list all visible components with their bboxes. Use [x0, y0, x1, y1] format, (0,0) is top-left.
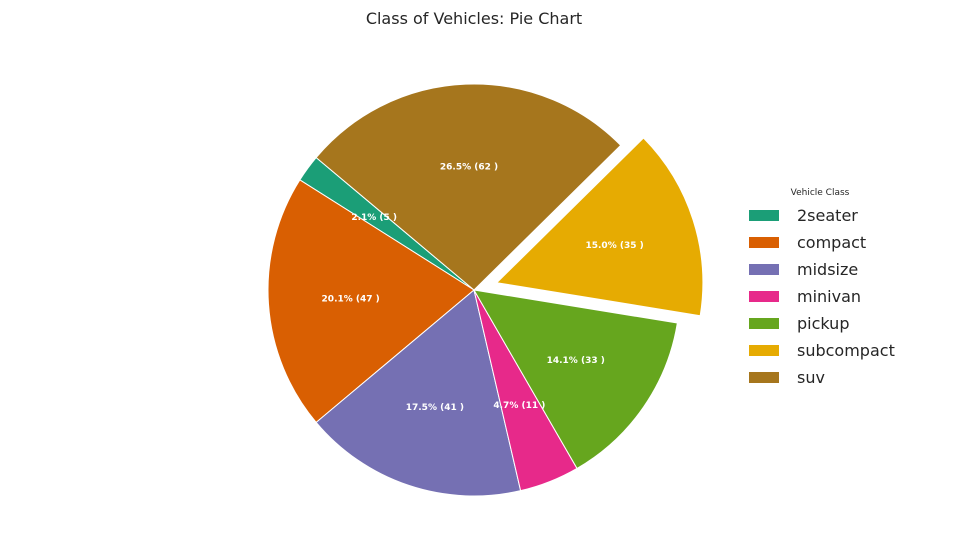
- legend-label: compact: [797, 233, 867, 252]
- slice-label-minivan: 4.7% (11 ): [493, 401, 545, 411]
- legend-item-subcompact: subcompact: [740, 337, 910, 364]
- legend-title: Vehicle Class: [790, 188, 850, 198]
- legend-label: pickup: [797, 314, 850, 333]
- legend-swatch: [749, 345, 779, 356]
- pie-slice-pickup: [473, 289, 678, 470]
- legend-label: suv: [797, 368, 825, 387]
- legend-swatch: [749, 264, 779, 275]
- legend-swatch: [749, 318, 779, 329]
- slice-label-suv: 26.5% (62 ): [440, 163, 498, 173]
- legend: Vehicle Class 2seater compact midsize miniv…: [740, 188, 910, 391]
- legend-label: 2seater: [797, 206, 858, 225]
- legend-item-2seater: 2seater: [740, 202, 910, 229]
- slice-label-subcompact: 15.0% (35 ): [585, 241, 643, 251]
- slice-label-midsize: 17.5% (41 ): [406, 403, 464, 413]
- legend-label: subcompact: [797, 341, 895, 360]
- pie-slice-compact: [267, 179, 475, 424]
- legend-swatch: [749, 291, 779, 302]
- pie-slice-suv: [315, 83, 622, 291]
- slice-label-pickup: 14.1% (33 ): [547, 356, 605, 366]
- legend-item-pickup: pickup: [740, 310, 910, 337]
- chart-title: Class of Vehicles: Pie Chart: [365, 9, 583, 28]
- pie-slice-subcompact: [495, 137, 704, 317]
- legend-swatch: [749, 210, 779, 221]
- legend-label: minivan: [797, 287, 862, 306]
- slice-label-compact: 20.1% (47 ): [322, 294, 380, 304]
- legend-item-midsize: midsize: [740, 256, 910, 283]
- legend-swatch: [749, 372, 779, 383]
- legend-items: 2seater compact midsize minivan pickup subcom…: [740, 202, 910, 391]
- legend-label: midsize: [797, 260, 859, 279]
- legend-swatch: [749, 237, 779, 248]
- legend-item-minivan: minivan: [740, 283, 910, 310]
- pie-slice-midsize: [315, 289, 522, 497]
- slice-label-2seater: 2.1% (5 ): [351, 213, 397, 223]
- legend-item-suv: suv: [740, 364, 910, 391]
- legend-item-compact: compact: [740, 229, 910, 256]
